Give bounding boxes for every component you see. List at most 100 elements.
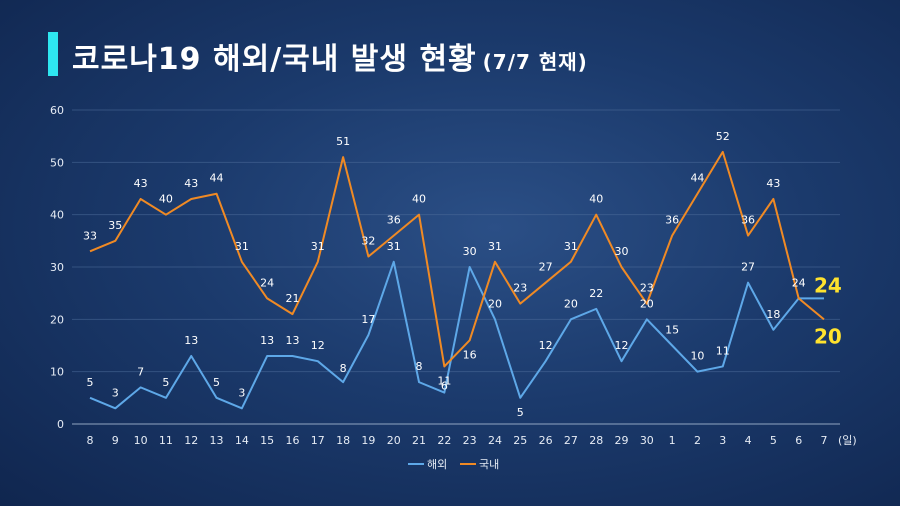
- data-label: 13: [184, 334, 198, 347]
- data-label: 13: [260, 334, 274, 347]
- data-label: 36: [741, 214, 755, 227]
- data-label: 16: [463, 348, 477, 361]
- data-label: 22: [589, 287, 603, 300]
- data-label: 40: [159, 193, 173, 206]
- data-label: 30: [463, 245, 477, 258]
- data-label: 31: [235, 240, 249, 253]
- title-date: (7/7 현재): [482, 50, 588, 74]
- data-label: 52: [716, 130, 730, 143]
- data-label: 12: [311, 339, 325, 352]
- x-tick-label: 7: [821, 434, 828, 447]
- data-label: 43: [184, 177, 198, 190]
- x-tick-label: 5: [770, 434, 777, 447]
- page-title: 코로나19 해외/국내 발생 현황 (7/7 현재): [72, 34, 588, 78]
- x-tick-label: 26: [539, 434, 553, 447]
- x-tick-label: 6: [795, 434, 802, 447]
- x-unit-label: (일): [838, 433, 857, 447]
- series-line-overseas: [89, 260, 824, 410]
- data-label: 12: [615, 339, 629, 352]
- data-label: 24: [260, 276, 274, 289]
- data-label: 44: [690, 172, 704, 185]
- x-tick-label: 29: [615, 434, 629, 447]
- data-label: 31: [387, 240, 401, 253]
- data-label: 31: [311, 240, 325, 253]
- data-label: 3: [238, 386, 245, 399]
- data-label: 6: [441, 380, 448, 393]
- data-label: 27: [539, 261, 553, 274]
- data-label: 18: [766, 308, 780, 321]
- x-tick-label: 13: [210, 434, 224, 447]
- x-tick-label: 8: [87, 434, 94, 447]
- data-label: 30: [615, 245, 629, 258]
- x-tick-label: 18: [336, 434, 350, 447]
- data-label: 8: [340, 362, 347, 375]
- data-label: 10: [690, 350, 704, 363]
- data-label: 11: [437, 374, 451, 387]
- x-tick-label: 19: [361, 434, 375, 447]
- data-label: 5: [87, 376, 94, 389]
- data-label: 15: [665, 324, 679, 337]
- data-label: 5: [517, 406, 524, 419]
- y-tick-label: 0: [57, 418, 64, 431]
- data-label: 44: [210, 172, 224, 185]
- y-tick-label: 20: [50, 313, 64, 326]
- data-label: 35: [108, 219, 122, 232]
- x-tick-label: 23: [463, 434, 477, 447]
- data-label: 20: [488, 297, 502, 310]
- x-tick-label: 28: [589, 434, 603, 447]
- data-label: 40: [412, 193, 426, 206]
- callout-overseas-latest: 24: [814, 273, 842, 297]
- data-label: 27: [741, 261, 755, 274]
- data-label: 24: [792, 276, 806, 289]
- data-label: 33: [83, 229, 97, 242]
- x-tick-label: 15: [260, 434, 274, 447]
- x-tick-label: 12: [184, 434, 198, 447]
- data-label: 17: [361, 313, 375, 326]
- y-tick-label: 50: [50, 156, 64, 169]
- x-tick-label: 4: [745, 434, 752, 447]
- data-label: 13: [285, 334, 299, 347]
- data-label: 51: [336, 135, 350, 148]
- data-label: 20: [640, 297, 654, 310]
- x-tick-label: 1: [669, 434, 676, 447]
- x-tick-label: 14: [235, 434, 249, 447]
- y-tick-label: 60: [50, 104, 64, 117]
- data-label: 8: [416, 360, 423, 373]
- x-tick-label: 9: [112, 434, 119, 447]
- x-tick-label: 24: [488, 434, 502, 447]
- data-label: 7: [137, 365, 144, 378]
- data-label: 40: [589, 193, 603, 206]
- data-label: 20: [564, 297, 578, 310]
- data-label: 5: [213, 376, 220, 389]
- data-label: 32: [361, 235, 375, 248]
- legend-label: 해외: [427, 457, 447, 471]
- data-label: 43: [134, 177, 148, 190]
- data-label: 43: [766, 177, 780, 190]
- x-tick-label: 20: [387, 434, 401, 447]
- x-tick-label: 16: [285, 434, 299, 447]
- data-label: 11: [716, 344, 730, 357]
- title-text: 코로나19 해외/국내 발생 현황: [72, 42, 477, 77]
- data-label: 21: [285, 292, 299, 305]
- x-tick-label: 27: [564, 434, 578, 447]
- y-tick-label: 10: [50, 366, 64, 379]
- x-tick-label: 2: [694, 434, 701, 447]
- data-label: 31: [488, 240, 502, 253]
- x-tick-label: 17: [311, 434, 325, 447]
- callout-domestic-latest: 20: [814, 324, 842, 348]
- data-label: 12: [539, 339, 553, 352]
- data-label: 23: [513, 282, 527, 295]
- x-tick-label: 21: [412, 434, 426, 447]
- legend-label: 국내: [479, 458, 499, 471]
- x-tick-label: 25: [513, 434, 527, 447]
- y-tick-label: 40: [50, 209, 64, 222]
- data-label: 23: [640, 282, 654, 295]
- x-tick-label: 11: [159, 434, 173, 447]
- data-label: 36: [387, 214, 401, 227]
- data-label: 31: [564, 240, 578, 253]
- title-accent-bar: [48, 32, 58, 76]
- y-tick-label: 30: [50, 261, 64, 274]
- x-tick-label: 22: [437, 434, 451, 447]
- series-line-domestic: [89, 150, 825, 368]
- data-label: 36: [665, 214, 679, 227]
